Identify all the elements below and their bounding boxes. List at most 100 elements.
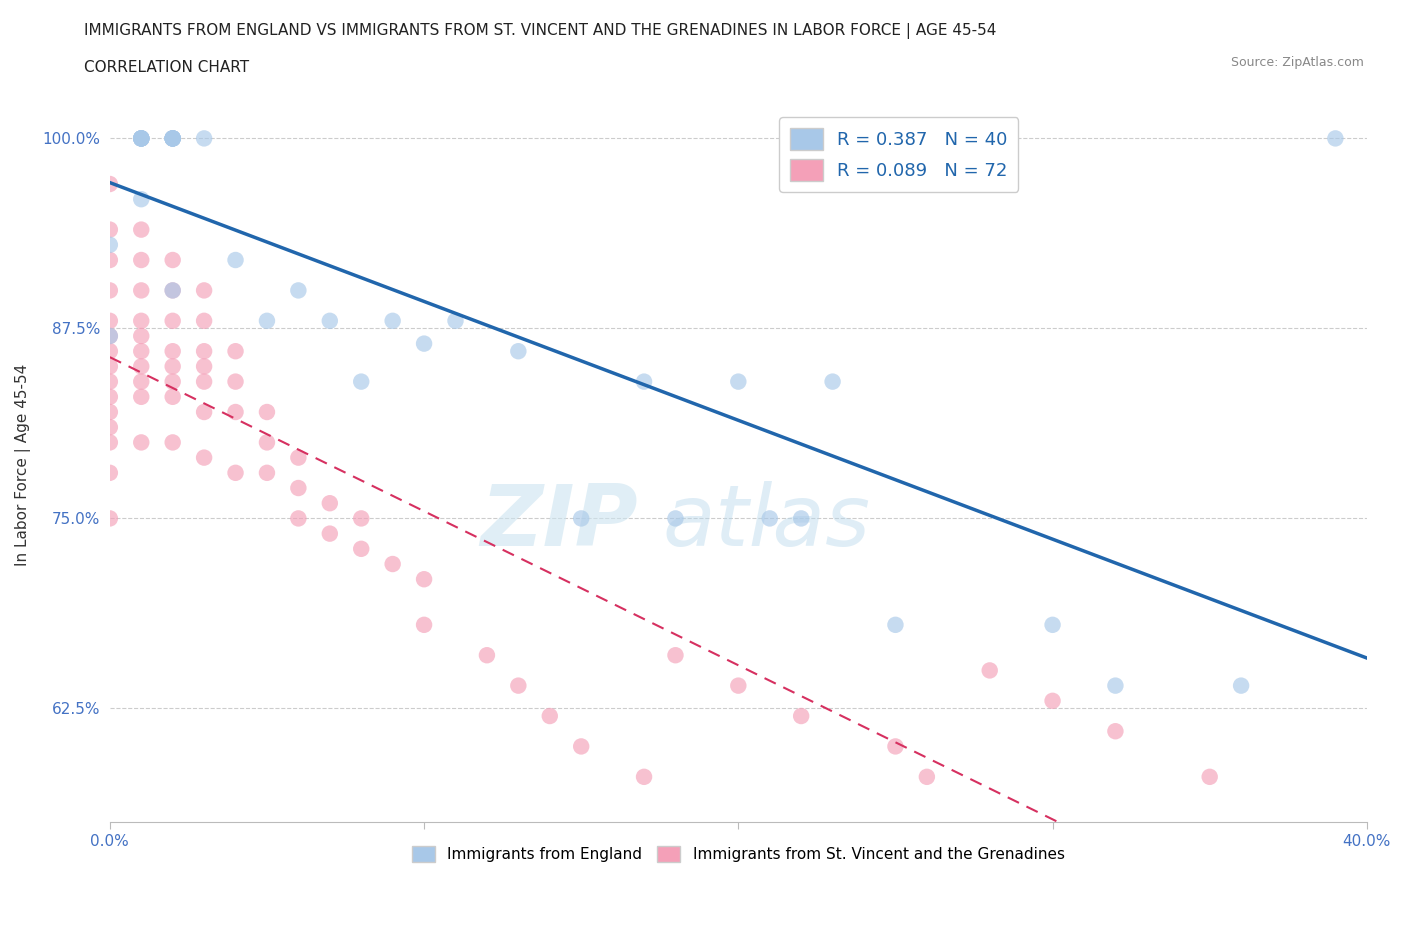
Point bbox=[193, 359, 215, 374]
Point bbox=[225, 344, 247, 359]
Point bbox=[664, 511, 686, 525]
Point bbox=[790, 709, 813, 724]
Point bbox=[758, 511, 780, 525]
Point bbox=[98, 328, 121, 343]
Point bbox=[979, 663, 1001, 678]
Point bbox=[475, 648, 498, 663]
Point bbox=[664, 648, 686, 663]
Point bbox=[162, 131, 184, 146]
Point bbox=[162, 131, 184, 146]
Point bbox=[162, 131, 184, 146]
Point bbox=[319, 526, 342, 541]
Point bbox=[162, 435, 184, 450]
Point bbox=[256, 313, 278, 328]
Point bbox=[129, 435, 152, 450]
Point bbox=[193, 313, 215, 328]
Point bbox=[225, 465, 247, 480]
Point bbox=[1198, 769, 1220, 784]
Point bbox=[98, 374, 121, 389]
Point bbox=[98, 390, 121, 405]
Point bbox=[1104, 724, 1126, 738]
Point bbox=[1324, 131, 1347, 146]
Point bbox=[129, 131, 152, 146]
Point bbox=[727, 374, 749, 389]
Point bbox=[129, 222, 152, 237]
Point bbox=[381, 313, 404, 328]
Point bbox=[884, 739, 907, 754]
Point bbox=[256, 405, 278, 419]
Point bbox=[129, 359, 152, 374]
Point bbox=[129, 131, 152, 146]
Point bbox=[193, 131, 215, 146]
Text: Source: ZipAtlas.com: Source: ZipAtlas.com bbox=[1230, 56, 1364, 69]
Point bbox=[350, 374, 373, 389]
Point bbox=[287, 511, 309, 525]
Point bbox=[162, 390, 184, 405]
Point bbox=[256, 465, 278, 480]
Point bbox=[162, 313, 184, 328]
Point bbox=[98, 511, 121, 525]
Point bbox=[884, 618, 907, 632]
Point bbox=[1042, 694, 1064, 709]
Point bbox=[633, 769, 655, 784]
Point bbox=[569, 511, 592, 525]
Point bbox=[162, 131, 184, 146]
Point bbox=[98, 359, 121, 374]
Point bbox=[225, 374, 247, 389]
Point bbox=[129, 313, 152, 328]
Point bbox=[1230, 678, 1253, 693]
Point bbox=[129, 131, 152, 146]
Point bbox=[129, 192, 152, 206]
Point bbox=[98, 313, 121, 328]
Point bbox=[193, 405, 215, 419]
Point bbox=[727, 678, 749, 693]
Point bbox=[129, 344, 152, 359]
Point bbox=[162, 283, 184, 298]
Point bbox=[162, 344, 184, 359]
Point bbox=[381, 556, 404, 571]
Point bbox=[98, 222, 121, 237]
Point bbox=[319, 313, 342, 328]
Point bbox=[129, 131, 152, 146]
Point bbox=[98, 419, 121, 434]
Point bbox=[98, 405, 121, 419]
Point bbox=[129, 374, 152, 389]
Point bbox=[287, 481, 309, 496]
Y-axis label: In Labor Force | Age 45-54: In Labor Force | Age 45-54 bbox=[15, 364, 31, 566]
Point bbox=[162, 131, 184, 146]
Point bbox=[319, 496, 342, 511]
Point bbox=[129, 253, 152, 268]
Point bbox=[162, 283, 184, 298]
Point bbox=[444, 313, 467, 328]
Point bbox=[162, 131, 184, 146]
Point bbox=[162, 253, 184, 268]
Point bbox=[413, 336, 436, 351]
Point bbox=[98, 283, 121, 298]
Text: CORRELATION CHART: CORRELATION CHART bbox=[84, 60, 249, 75]
Point bbox=[633, 374, 655, 389]
Point bbox=[98, 253, 121, 268]
Point bbox=[790, 511, 813, 525]
Point bbox=[1042, 618, 1064, 632]
Point bbox=[193, 283, 215, 298]
Point bbox=[413, 618, 436, 632]
Point bbox=[193, 450, 215, 465]
Point bbox=[162, 131, 184, 146]
Point bbox=[915, 769, 938, 784]
Point bbox=[508, 678, 530, 693]
Point bbox=[350, 541, 373, 556]
Point bbox=[225, 405, 247, 419]
Point bbox=[569, 739, 592, 754]
Point bbox=[413, 572, 436, 587]
Point bbox=[129, 131, 152, 146]
Point bbox=[287, 283, 309, 298]
Point bbox=[129, 328, 152, 343]
Point bbox=[508, 344, 530, 359]
Point bbox=[256, 435, 278, 450]
Point bbox=[287, 450, 309, 465]
Text: IMMIGRANTS FROM ENGLAND VS IMMIGRANTS FROM ST. VINCENT AND THE GRENADINES IN LAB: IMMIGRANTS FROM ENGLAND VS IMMIGRANTS FR… bbox=[84, 23, 997, 39]
Point bbox=[1104, 678, 1126, 693]
Point bbox=[193, 374, 215, 389]
Text: atlas: atlas bbox=[662, 481, 870, 564]
Point bbox=[98, 177, 121, 192]
